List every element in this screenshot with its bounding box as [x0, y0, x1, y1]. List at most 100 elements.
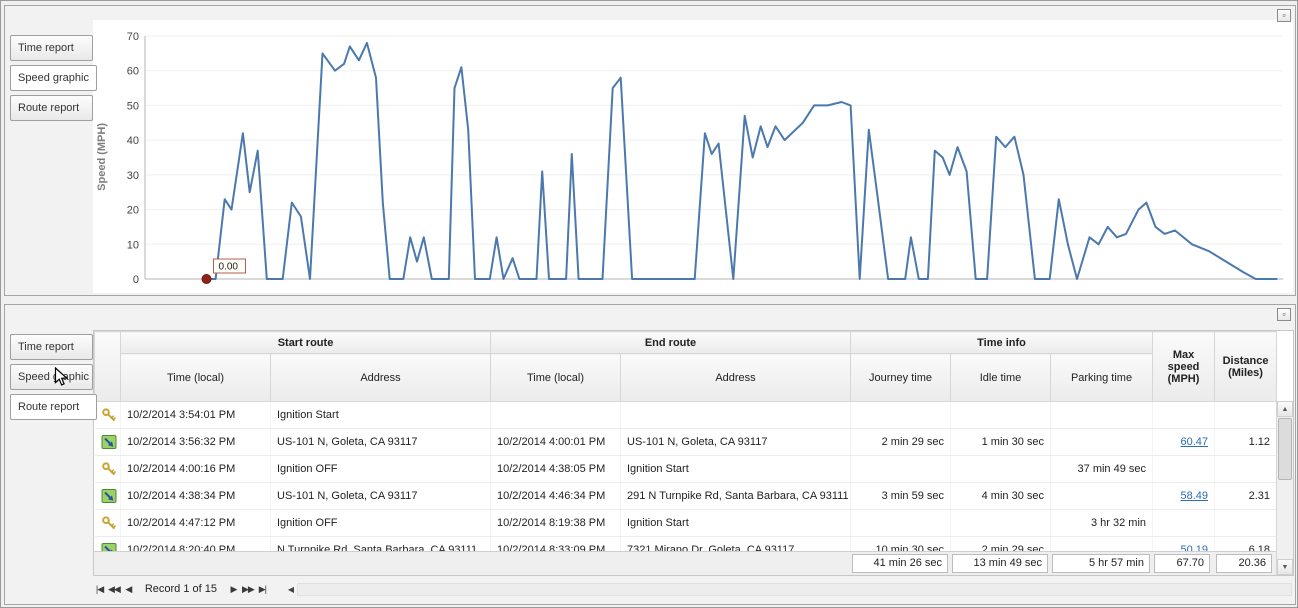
group-header-start-route[interactable]: Start route [120, 331, 491, 354]
tab-label: Speed graphic [18, 371, 89, 383]
table-row[interactable]: 10/2/2014 4:38:34 PM US-101 N, Goleta, CA… [94, 482, 1278, 510]
col-header-journey-time[interactable]: Journey time [850, 353, 951, 402]
y-tick-label: 50 [127, 100, 139, 112]
marker-annotation-label: 0.00 [219, 262, 239, 273]
marker-annotation-box [213, 258, 246, 274]
col-header-end-address[interactable]: Address [620, 353, 851, 402]
col-header-idle-time[interactable]: Idle time [950, 353, 1051, 402]
record-navigator: |◀ ◀◀ ◀ Record 1 of 15 ▶ ▶▶ ▶| ◀ [93, 578, 1292, 600]
cell-distance: 1.12 [1214, 428, 1278, 456]
scrollbar-track[interactable] [297, 582, 1292, 596]
y-tick-label: 20 [127, 205, 139, 217]
group-header-end-route[interactable]: End route [490, 331, 851, 354]
cell-idle-time [950, 509, 1051, 537]
cell-start-address: US-101 N, Goleta, CA 93117 [270, 428, 491, 456]
route-grid-body: 10/2/2014 3:54:01 PM Ignition Start 10/2/2… [94, 401, 1278, 564]
table-row[interactable]: 10/2/2014 3:54:01 PM Ignition Start [94, 401, 1278, 429]
ignition-key-icon-cell [94, 509, 121, 537]
table-row[interactable]: 10/2/2014 3:56:32 PM US-101 N, Goleta, CA… [94, 428, 1278, 456]
route-segment-icon [101, 489, 116, 504]
max-speed-link[interactable]: 60.47 [1180, 436, 1209, 448]
scroll-up-icon[interactable]: ▲ [1277, 401, 1293, 417]
tab-label: Time report [18, 341, 74, 353]
summary-idle-time: 13 min 49 sec [952, 554, 1048, 573]
route-report-panel: ▫ Time report Speed graphic Route report [4, 304, 1296, 605]
route-segment-icon [101, 435, 116, 450]
cell-end-address: Ignition Start [620, 455, 851, 483]
y-tick-label: 60 [127, 66, 139, 78]
nav-prev-button[interactable]: ◀ [125, 584, 132, 594]
col-header-parking-time[interactable]: Parking time [1049, 353, 1154, 402]
nav-next-button[interactable]: ▶ [230, 584, 238, 594]
cell-parking-time [1050, 401, 1154, 429]
collapse-panel-icon[interactable]: ▫ [1277, 308, 1291, 321]
tab-route-report[interactable]: Route report [10, 95, 93, 121]
speed-chart-surface[interactable]: 0 10 20 30 40 50 60 70 0.00 [93, 20, 1293, 293]
cell-start-time: 10/2/2014 3:56:32 PM [120, 428, 271, 456]
speed-series-line [206, 41, 1278, 280]
ignition-key-icon [101, 408, 116, 422]
ignition-key-icon-cell [94, 455, 121, 483]
cell-distance: 2.31 [1214, 482, 1278, 510]
tab-route-report[interactable]: Route report [10, 394, 97, 420]
cell-journey-time [850, 509, 951, 537]
y-tick-label: 30 [127, 170, 139, 182]
summary-max-speed: 67.70 [1154, 554, 1210, 573]
chart-panel-tabstrip: Time report Speed graphic Route report [10, 35, 100, 125]
col-header-end-time[interactable]: Time (local) [490, 353, 621, 402]
cell-journey-time: 3 min 59 sec [850, 482, 951, 510]
tab-time-report[interactable]: Time report [10, 35, 93, 61]
nav-first-button[interactable]: |◀ [95, 584, 104, 594]
group-header-time-info[interactable]: Time info [849, 331, 1154, 354]
cell-max-speed [1152, 401, 1216, 429]
scroll-down-icon[interactable]: ▼ [1277, 559, 1293, 575]
cell-end-time: 10/2/2014 4:00:01 PM [490, 428, 621, 456]
cell-end-address [620, 401, 851, 429]
collapse-panel-icon[interactable]: ▫ [1277, 9, 1291, 22]
cell-start-time: 10/2/2014 3:54:01 PM [120, 401, 271, 429]
cell-end-time: 10/2/2014 4:38:05 PM [490, 455, 621, 483]
cell-end-time: 10/2/2014 8:19:38 PM [490, 509, 621, 537]
cell-distance [1214, 401, 1278, 429]
cell-journey-time [850, 455, 951, 483]
col-header-distance[interactable]: Distance (Miles) [1214, 331, 1278, 402]
max-speed-link[interactable]: 58.49 [1180, 490, 1209, 502]
cell-distance [1214, 455, 1278, 483]
vertical-scrollbar[interactable]: ▲ ▼ [1276, 401, 1293, 575]
tab-time-report[interactable]: Time report [10, 334, 93, 360]
scroll-left-icon[interactable]: ◀ [287, 584, 294, 594]
speed-chart[interactable]: Speed (MPH) 0 10 20 30 40 50 60 70 0.00 [93, 20, 1293, 293]
route-grid: Start route End route Time info Max spee… [93, 330, 1294, 576]
cell-start-address: Ignition OFF [270, 509, 491, 537]
nav-last-button[interactable]: ▶| [258, 584, 267, 594]
y-tick-label: 0 [133, 274, 139, 286]
scrollbar-thumb[interactable] [1278, 418, 1292, 480]
tab-speed-graphic[interactable]: Speed graphic [10, 364, 93, 390]
cell-end-address: Ignition Start [620, 509, 851, 537]
cell-start-time: 10/2/2014 4:47:12 PM [120, 509, 271, 537]
y-axis-title: Speed (MPH) [96, 122, 108, 191]
col-header-max-speed[interactable]: Max speed (MPH) [1152, 331, 1216, 402]
cell-max-speed: 58.49 [1152, 482, 1216, 510]
col-header-start-address[interactable]: Address [270, 353, 491, 402]
cell-idle-time: 4 min 30 sec [950, 482, 1051, 510]
nav-next-page-button[interactable]: ▶▶ [242, 584, 255, 594]
cell-idle-time: 1 min 30 sec [950, 428, 1051, 456]
tab-speed-graphic[interactable]: Speed graphic [10, 65, 97, 91]
ignition-key-icon-cell [94, 401, 121, 429]
cell-start-time: 10/2/2014 4:00:16 PM [120, 455, 271, 483]
horizontal-scrollbar[interactable]: ◀ [285, 582, 1292, 597]
tab-label: Time report [18, 42, 74, 54]
cell-start-address: US-101 N, Goleta, CA 93117 [270, 482, 491, 510]
cell-parking-time: 3 hr 32 min [1050, 509, 1154, 537]
y-tick-label: 70 [127, 31, 139, 43]
table-row[interactable]: 10/2/2014 4:47:12 PM Ignition OFF 10/2/201… [94, 509, 1278, 537]
table-row[interactable]: 10/2/2014 4:00:16 PM Ignition OFF 10/2/201… [94, 455, 1278, 483]
cell-journey-time: 2 min 29 sec [850, 428, 951, 456]
col-header-start-time[interactable]: Time (local) [120, 353, 271, 402]
row-indicator-header [94, 331, 121, 402]
y-tick-label: 40 [127, 135, 139, 147]
cell-max-speed: 60.47 [1152, 428, 1216, 456]
nav-prev-page-button[interactable]: ◀◀ [108, 584, 121, 594]
cell-start-address: Ignition Start [270, 401, 491, 429]
